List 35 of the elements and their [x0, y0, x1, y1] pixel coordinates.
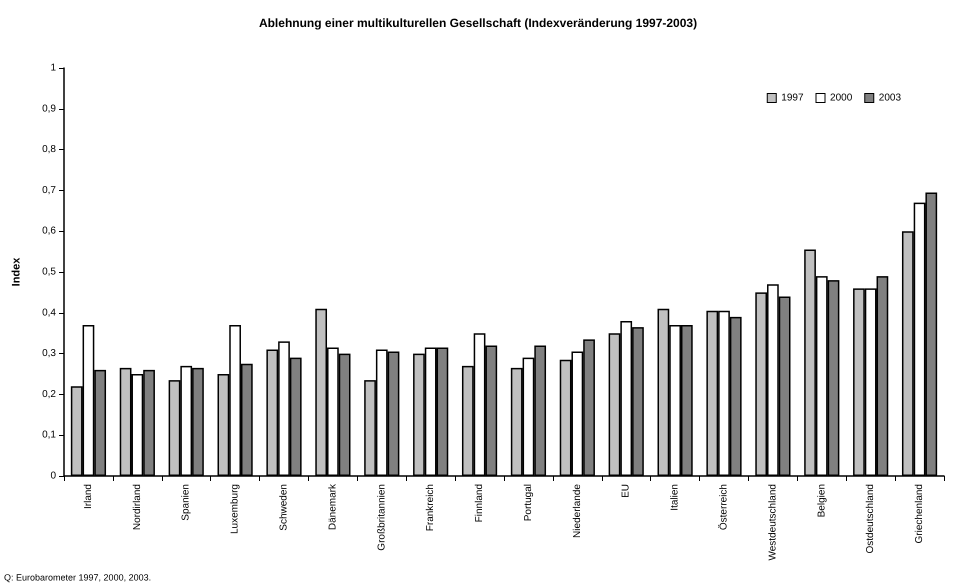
legend-label: 2000: [830, 92, 853, 104]
legend-label: 2003: [878, 92, 902, 104]
y-tick-label: 0: [50, 470, 56, 482]
x-tick-label: Griechenland: [914, 484, 926, 544]
x-tick-label: Finnland: [474, 484, 486, 522]
x-tick-label: Österreich: [718, 484, 730, 530]
y-tick-label: 0,2: [42, 388, 56, 400]
chart-title: Ablehnung einer multikulturellen Gesellschaft (Indexveränderung 1997-2003): [258, 16, 698, 30]
y-tick-label: 0,7: [42, 184, 56, 196]
x-tick-label: EU: [620, 484, 632, 498]
x-tick-label: Luxemburg: [230, 484, 241, 534]
text: Q: Eurobarometer 1997, 2000, 2003.: [4, 572, 152, 582]
y-tick-label: 0,8: [42, 144, 56, 156]
y-tick-label: 0,9: [42, 103, 56, 114]
x-tick-label: Westdeutschland: [767, 484, 778, 561]
x-tick-label: Irland: [82, 484, 94, 510]
x-tick-label: Ostdeutschland: [865, 484, 876, 554]
y-tick-label: 0,5: [42, 266, 56, 278]
x-tick-label: Italien: [670, 484, 681, 511]
y-tick-label: 0,3: [42, 348, 56, 360]
legend-label: 1997: [781, 92, 804, 104]
x-tick-label: Nordirland: [132, 484, 143, 530]
x-tick-label: Schweden: [278, 484, 290, 531]
x-tick-label: Spanien: [180, 484, 192, 521]
x-tick-label: Niederlande: [572, 484, 583, 538]
x-tick-label: Großbritannien: [376, 484, 388, 551]
y-tick-label: 0,1: [42, 430, 56, 441]
x-tick-label: Portugal: [522, 484, 534, 522]
x-tick-label: Dänemark: [327, 483, 338, 530]
y-tick-label: 0,4: [42, 307, 56, 318]
x-tick-label: Belgien: [816, 484, 828, 518]
y-axis-title: Index: [10, 256, 22, 286]
x-tick-label: Frankreich: [425, 484, 436, 532]
y-tick-label: 0,6: [42, 226, 56, 237]
y-tick-label: 1: [50, 62, 56, 74]
